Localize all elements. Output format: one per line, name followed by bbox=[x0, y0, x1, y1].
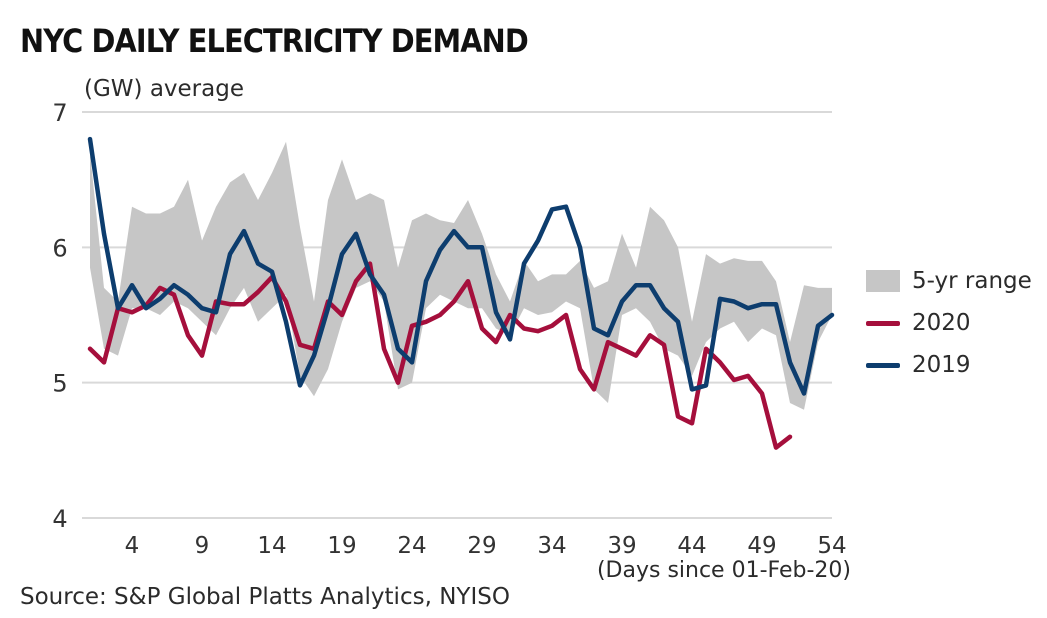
x-tick-label: 39 bbox=[607, 533, 636, 559]
x-tick-label: 19 bbox=[327, 533, 356, 559]
legend-item-2020: 2020 bbox=[866, 302, 1032, 344]
y-tick-label: 7 bbox=[52, 99, 67, 127]
x-tick-labels: 4 9 14 19 24 29 34 39 44 49 54 bbox=[125, 533, 847, 559]
range-band-area bbox=[90, 141, 832, 410]
y-axis-label: (GW) average bbox=[84, 76, 244, 102]
y-tick-label: 6 bbox=[52, 234, 67, 262]
legend-label-2019: 2019 bbox=[912, 352, 971, 378]
chart-title: NYC DAILY ELECTRICITY DEMAND bbox=[20, 22, 529, 60]
series-line-2020 bbox=[87, 261, 793, 450]
x-tick-label: 9 bbox=[195, 533, 210, 559]
legend-swatch-2019 bbox=[866, 362, 900, 368]
legend-item-range: 5-yr range bbox=[866, 260, 1032, 302]
series-lines bbox=[87, 136, 835, 450]
y-tick-labels: 4 5 6 7 bbox=[52, 99, 67, 533]
legend-label-range: 5-yr range bbox=[912, 268, 1032, 294]
x-tick-label: 14 bbox=[257, 533, 286, 559]
x-axis-label: (Days since 01-Feb-20) bbox=[596, 558, 851, 583]
x-tick-label: 54 bbox=[817, 533, 846, 559]
y-tick-label: 4 bbox=[52, 505, 67, 533]
source-note: Source: S&P Global Platts Analytics, NYI… bbox=[20, 584, 510, 610]
x-tick-label: 44 bbox=[677, 533, 706, 559]
legend-swatch-range bbox=[866, 270, 900, 292]
legend: 5-yr range 2020 2019 bbox=[866, 260, 1032, 386]
legend-swatch-2020 bbox=[866, 320, 900, 326]
x-tick-label: 4 bbox=[125, 533, 140, 559]
x-tick-label: 49 bbox=[747, 533, 776, 559]
x-tick-label: 24 bbox=[397, 533, 426, 559]
series-line-2019 bbox=[87, 136, 835, 396]
legend-label-2020: 2020 bbox=[912, 310, 971, 336]
range-band bbox=[90, 141, 832, 410]
legend-item-2019: 2019 bbox=[866, 344, 1032, 386]
x-tick-label: 29 bbox=[467, 533, 496, 559]
y-tick-label: 5 bbox=[52, 370, 67, 398]
x-tick-label: 34 bbox=[537, 533, 566, 559]
